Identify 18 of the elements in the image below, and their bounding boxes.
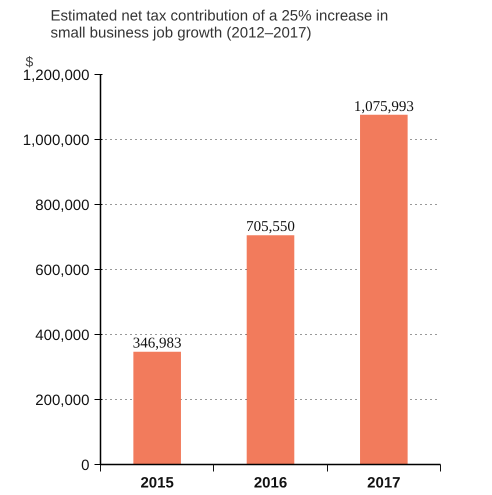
y-tick-label: 1,000,000 <box>22 132 90 149</box>
x-tick-label: 2015 <box>140 474 174 492</box>
y-tick-label: 200,000 <box>35 392 90 409</box>
x-tick-label: 2017 <box>367 474 401 492</box>
x-tick-label: 2016 <box>254 474 288 492</box>
bar <box>360 114 408 464</box>
y-tick-label: 800,000 <box>35 197 90 214</box>
chart-title: Estimated net tax contribution of a 25% increase in small business job growth (2012–2017) <box>50 8 388 42</box>
bar <box>133 352 181 464</box>
data-label: 1,075,993 <box>354 98 414 115</box>
y-tick-label: 600,000 <box>35 262 90 279</box>
bar <box>246 235 294 464</box>
y-tick-label: 0 <box>81 457 90 474</box>
y-tick-label: 400,000 <box>35 327 90 344</box>
y-tick-label: 1,200,000 <box>22 67 90 84</box>
data-label: 705,550 <box>246 219 295 236</box>
y-axis-title: $ <box>26 54 34 70</box>
data-label: 346,983 <box>132 336 182 352</box>
